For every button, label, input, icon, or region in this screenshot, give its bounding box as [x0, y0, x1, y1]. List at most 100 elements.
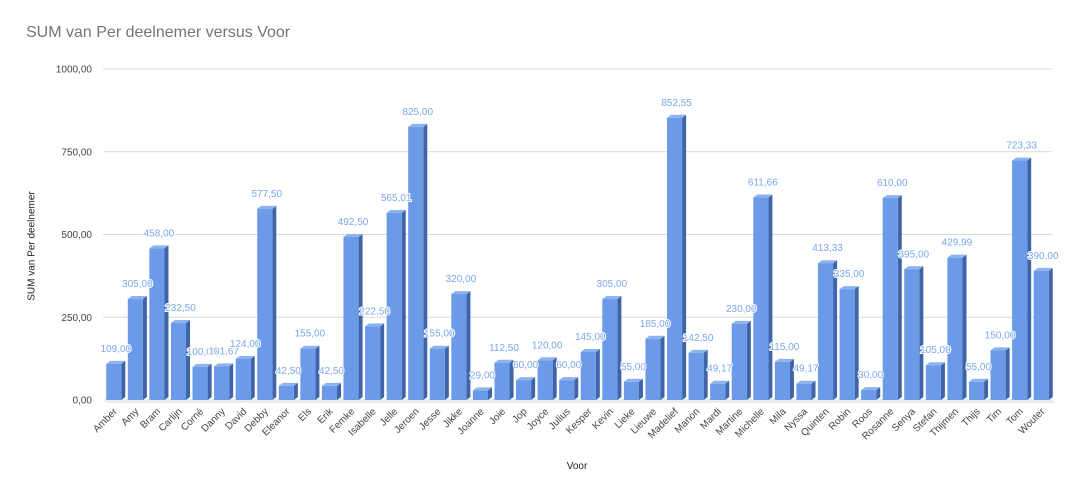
- value-label: 100,00: [187, 347, 218, 358]
- value-label: 42,50: [319, 366, 344, 377]
- x-tick-label: Tim: [985, 406, 1004, 425]
- x-tick-label: Els: [296, 406, 314, 424]
- value-label: 109,00: [100, 344, 131, 355]
- bar[interactable]: [149, 245, 169, 400]
- value-label: 232,50: [165, 303, 196, 314]
- bar[interactable]: [170, 320, 191, 400]
- value-label: 611,66: [748, 178, 778, 189]
- bar[interactable]: [214, 363, 234, 400]
- value-label: 142,50: [683, 333, 714, 344]
- bar[interactable]: [623, 378, 643, 400]
- bar[interactable]: [667, 114, 687, 401]
- bar[interactable]: [774, 358, 794, 400]
- bar[interactable]: [796, 380, 816, 400]
- bar[interactable]: [861, 387, 881, 400]
- bar[interactable]: [537, 357, 557, 400]
- bar[interactable]: [968, 378, 989, 400]
- bar[interactable]: [472, 387, 492, 400]
- bar[interactable]: [947, 254, 967, 400]
- bar[interactable]: [904, 266, 924, 400]
- bar[interactable]: [408, 123, 428, 401]
- bar[interactable]: [990, 347, 1010, 400]
- value-label: 145,00: [575, 332, 606, 343]
- value-label: 320,00: [446, 274, 477, 285]
- value-label: 55,00: [621, 362, 646, 373]
- x-tick-label: Robin: [827, 406, 853, 432]
- bar[interactable]: [1012, 157, 1032, 400]
- x-axis-labels: Amber AmyBramCarlijnCornéDannyDavidDebbyE…: [91, 406, 1048, 443]
- y-axis-ticks: 0,00 250,00 500,00 750,00 1000,00: [56, 65, 93, 407]
- value-label: 42,50: [276, 366, 301, 377]
- x-tick-label: Carlijn: [157, 406, 185, 434]
- bar[interactable]: [516, 377, 536, 400]
- value-label: 395,00: [899, 249, 930, 260]
- value-label: 150,00: [985, 330, 1016, 341]
- x-axis-title: Voor: [566, 461, 588, 472]
- bar[interactable]: [688, 349, 708, 400]
- value-label: 155,00: [424, 329, 455, 340]
- bar[interactable]: [559, 377, 579, 400]
- bar[interactable]: [278, 382, 298, 400]
- value-label: 825,00: [402, 107, 433, 118]
- x-tick-label: Jesse: [417, 406, 444, 433]
- bar[interactable]: [386, 209, 406, 400]
- bar[interactable]: [451, 291, 471, 400]
- bar[interactable]: [343, 233, 363, 400]
- x-tick-label: Joie: [487, 406, 508, 427]
- bar[interactable]: [925, 362, 945, 400]
- value-label: 105,00: [920, 345, 951, 356]
- chart-title: SUM van Per deelnemer versus Voor: [26, 24, 291, 41]
- value-label: 335,00: [834, 269, 865, 280]
- x-tick-label: Danny: [200, 406, 228, 434]
- value-label: 101,67: [208, 346, 239, 357]
- bar[interactable]: [127, 296, 147, 400]
- value-label: 29,00: [470, 370, 495, 381]
- value-label: 413,33: [812, 243, 843, 254]
- bar[interactable]: [882, 195, 902, 400]
- bar[interactable]: [106, 360, 126, 400]
- value-label: 723,33: [1006, 141, 1037, 152]
- y-tick-label: 500,00: [61, 230, 92, 241]
- bar[interactable]: [731, 320, 751, 400]
- bar[interactable]: [1033, 267, 1053, 400]
- value-label: 565,01: [381, 193, 412, 204]
- x-tick-label: Amber: [91, 406, 120, 435]
- x-tick-label: Amy: [120, 406, 142, 428]
- bar[interactable]: [602, 296, 622, 400]
- bar[interactable]: [710, 380, 730, 400]
- y-tick-label: 1000,00: [56, 65, 93, 76]
- chart-floor: [103, 400, 1056, 403]
- bar[interactable]: [192, 363, 212, 400]
- bar[interactable]: [235, 355, 255, 400]
- value-label: 230,00: [726, 304, 757, 315]
- value-label: 124,00: [230, 339, 261, 350]
- value-label: 390,00: [1028, 251, 1059, 262]
- bar[interactable]: [817, 260, 838, 400]
- bar[interactable]: [580, 349, 600, 400]
- bar[interactable]: [365, 323, 385, 400]
- value-label: 305,00: [122, 279, 153, 290]
- value-label: 458,00: [144, 228, 175, 239]
- value-label: 852,55: [661, 98, 692, 109]
- value-label: 185,00: [640, 319, 671, 330]
- value-label: 30,00: [858, 370, 883, 381]
- bar[interactable]: [753, 194, 773, 400]
- bar[interactable]: [494, 359, 514, 400]
- value-label: 55,00: [966, 362, 991, 373]
- bar[interactable]: [839, 286, 859, 400]
- bar[interactable]: [300, 345, 320, 400]
- bar[interactable]: [321, 382, 342, 400]
- y-tick-label: 750,00: [61, 147, 92, 158]
- bar[interactable]: [257, 205, 277, 400]
- bars: [106, 114, 1053, 401]
- value-label: 429,99: [942, 238, 973, 249]
- value-label: 115,00: [769, 342, 799, 353]
- bar[interactable]: [429, 345, 449, 400]
- value-label: 60,00: [513, 360, 538, 371]
- value-label: 49,17: [707, 364, 732, 375]
- value-labels: 109,00 305,00 458,00 232,50 100,00101,67124,…: [99, 97, 1059, 383]
- value-label: 222,50: [359, 306, 390, 317]
- bar[interactable]: [645, 335, 665, 400]
- y-tick-label: 0,00: [73, 396, 93, 407]
